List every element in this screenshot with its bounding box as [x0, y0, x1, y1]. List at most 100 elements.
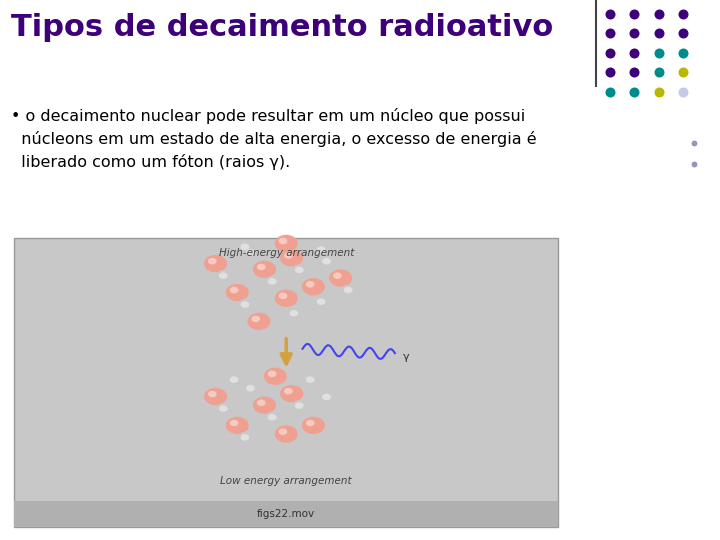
Circle shape [279, 238, 287, 244]
Circle shape [340, 284, 363, 301]
Point [629, 68, 640, 77]
Text: figs22.mov: figs22.mov [257, 509, 315, 518]
Point [629, 10, 640, 18]
Circle shape [215, 269, 238, 287]
Circle shape [286, 307, 309, 324]
Circle shape [242, 382, 265, 400]
Point [653, 68, 665, 77]
Circle shape [230, 287, 238, 293]
Circle shape [226, 417, 249, 434]
Point [678, 68, 689, 77]
Point [678, 29, 689, 38]
Text: Tipos de decaimento radioativo: Tipos de decaimento radioativo [11, 14, 553, 43]
Text: Low energy arrangement: Low energy arrangement [220, 476, 352, 486]
Point [688, 159, 700, 168]
Circle shape [237, 431, 260, 448]
Point [629, 49, 640, 57]
Circle shape [257, 400, 266, 406]
Circle shape [317, 246, 325, 253]
Circle shape [284, 252, 293, 259]
Circle shape [248, 313, 271, 330]
Point [653, 29, 665, 38]
Circle shape [318, 391, 341, 408]
Circle shape [279, 293, 287, 299]
Bar [14, 238, 558, 526]
Circle shape [284, 388, 293, 394]
Circle shape [322, 258, 330, 265]
Text: • o decaimento nuclear pode resultar em um núcleo que possui
  núcleons em um es: • o decaimento nuclear pode resultar em … [11, 108, 536, 170]
Circle shape [295, 267, 304, 273]
Point [678, 49, 689, 57]
Circle shape [306, 376, 315, 383]
Circle shape [264, 368, 287, 385]
Point [604, 49, 616, 57]
Circle shape [251, 316, 260, 322]
Circle shape [302, 278, 325, 295]
Circle shape [264, 275, 287, 293]
Circle shape [302, 417, 325, 434]
Circle shape [275, 289, 298, 307]
Circle shape [275, 426, 298, 443]
Circle shape [208, 391, 217, 397]
Point [604, 29, 616, 38]
Circle shape [302, 374, 325, 391]
Circle shape [295, 402, 304, 409]
Circle shape [306, 420, 315, 426]
Circle shape [312, 295, 336, 313]
Bar [14, 501, 558, 526]
Circle shape [289, 310, 298, 316]
Circle shape [240, 301, 249, 308]
Circle shape [230, 376, 238, 383]
Point [678, 10, 689, 18]
Circle shape [279, 428, 287, 435]
Point [678, 87, 689, 96]
Circle shape [242, 246, 265, 264]
Circle shape [344, 287, 353, 293]
Circle shape [246, 249, 255, 256]
Circle shape [275, 235, 298, 252]
Circle shape [280, 385, 303, 402]
Point [604, 10, 616, 18]
Circle shape [312, 244, 336, 261]
Point [604, 68, 616, 77]
Circle shape [208, 258, 217, 265]
Circle shape [306, 281, 315, 288]
Circle shape [204, 388, 227, 405]
Circle shape [240, 434, 249, 441]
Circle shape [268, 278, 276, 285]
Circle shape [237, 240, 260, 258]
Text: High-energy arrangement: High-energy arrangement [218, 248, 354, 258]
Circle shape [204, 255, 227, 272]
Circle shape [226, 374, 249, 391]
Circle shape [240, 244, 249, 250]
Point [604, 87, 616, 96]
Circle shape [322, 394, 330, 400]
Circle shape [246, 385, 255, 392]
Point [653, 49, 665, 57]
Circle shape [257, 264, 266, 270]
Text: γ: γ [403, 353, 410, 362]
Circle shape [253, 396, 276, 414]
Circle shape [318, 255, 341, 272]
Circle shape [237, 298, 260, 315]
Circle shape [230, 420, 238, 426]
Circle shape [268, 414, 276, 421]
Circle shape [268, 370, 276, 377]
Circle shape [291, 400, 314, 417]
Circle shape [215, 402, 238, 420]
Circle shape [264, 411, 287, 428]
Point [629, 87, 640, 96]
Circle shape [219, 272, 228, 279]
Point [653, 87, 665, 96]
Circle shape [253, 261, 276, 278]
Circle shape [317, 298, 325, 305]
Circle shape [280, 249, 303, 266]
Circle shape [333, 272, 342, 279]
Point [653, 10, 665, 18]
Circle shape [226, 284, 249, 301]
Circle shape [291, 264, 314, 281]
Circle shape [329, 269, 352, 287]
Point [688, 139, 700, 147]
Point [629, 29, 640, 38]
Circle shape [219, 405, 228, 412]
